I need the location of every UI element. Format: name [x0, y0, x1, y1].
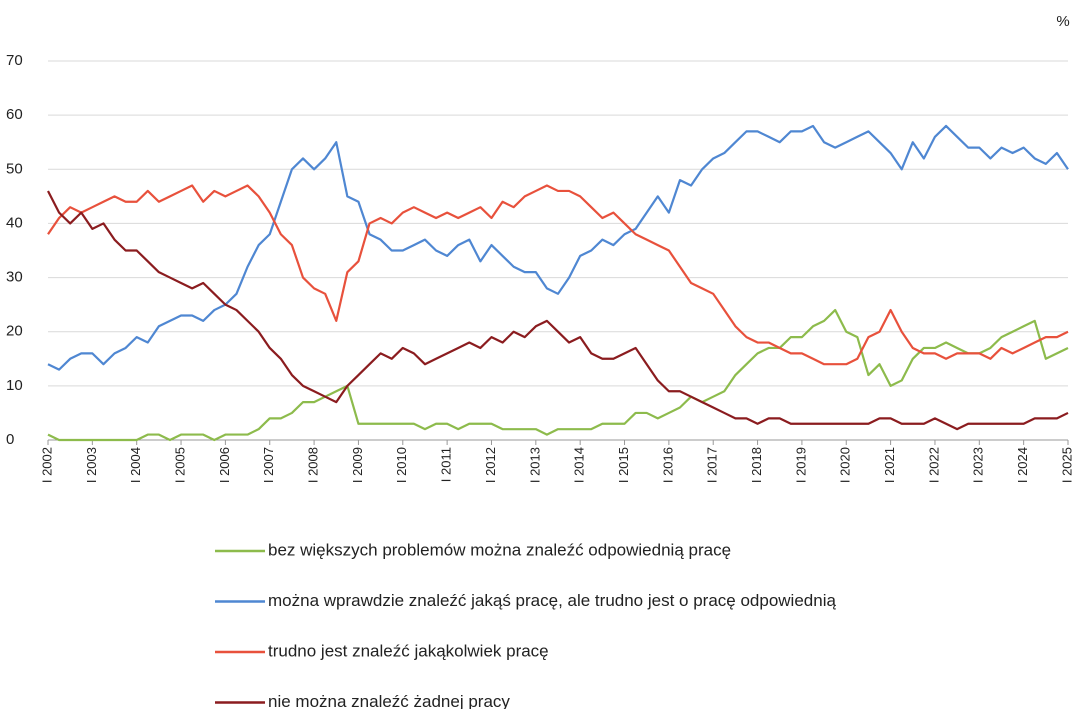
x-tick-label: I 2010 — [394, 447, 409, 483]
series-line — [47, 124, 1069, 371]
legend-label: nie można znaleźć żadnej pracy — [268, 692, 510, 709]
x-tick-label: I 2007 — [261, 447, 276, 483]
y-tick-label: 10 — [6, 377, 23, 394]
x-tick-label: I 2024 — [1015, 447, 1030, 483]
x-tick-label: I 2008 — [306, 447, 321, 483]
x-tick-label: I 2002 — [39, 447, 54, 483]
x-tick-label: I 2025 — [1059, 447, 1074, 483]
x-tick-label: I 2012 — [483, 447, 498, 483]
y-tick-label: 20 — [6, 323, 23, 340]
legend-label: trudno jest znaleźć jakąkolwiek pracę — [268, 641, 549, 660]
x-tick-label: I 2014 — [572, 447, 587, 483]
x-tick-label: I 2020 — [838, 447, 853, 483]
y-tick-label: 40 — [6, 214, 23, 231]
y-tick-label: 30 — [6, 269, 23, 286]
x-tick-label: I 2004 — [128, 447, 143, 483]
x-tick-label: I 2023 — [971, 447, 986, 483]
series-line — [47, 308, 1069, 442]
x-tick-label: I 2022 — [926, 447, 941, 483]
x-tick-label: I 2003 — [84, 447, 99, 483]
y-tick-label: 50 — [6, 160, 23, 177]
x-tick-label: I 2009 — [350, 447, 365, 483]
x-tick-label: I 2021 — [882, 447, 897, 483]
y-unit: % — [1056, 13, 1069, 30]
y-tick-label: 70 — [6, 52, 23, 69]
y-tick-label: 0 — [6, 431, 14, 448]
legend-label: bez większych problemów można znaleźć od… — [268, 540, 731, 559]
x-tick-label: I 2011 — [439, 447, 454, 482]
series-line — [47, 190, 1069, 431]
x-tick-label: I 2017 — [705, 447, 720, 483]
x-tick-label: I 2016 — [660, 447, 675, 483]
x-tick-label: I 2006 — [217, 447, 232, 483]
x-tick-label: I 2015 — [616, 447, 631, 483]
x-tick-label: I 2019 — [793, 447, 808, 483]
series-line — [47, 184, 1069, 366]
x-tick-label: I 2005 — [172, 447, 187, 483]
y-tick-label: 60 — [6, 106, 23, 123]
legend-label: można wprawdzie znaleźć jakąś pracę, ale… — [268, 591, 836, 610]
x-tick-label: I 2013 — [527, 447, 542, 483]
x-tick-label: I 2018 — [749, 447, 764, 483]
